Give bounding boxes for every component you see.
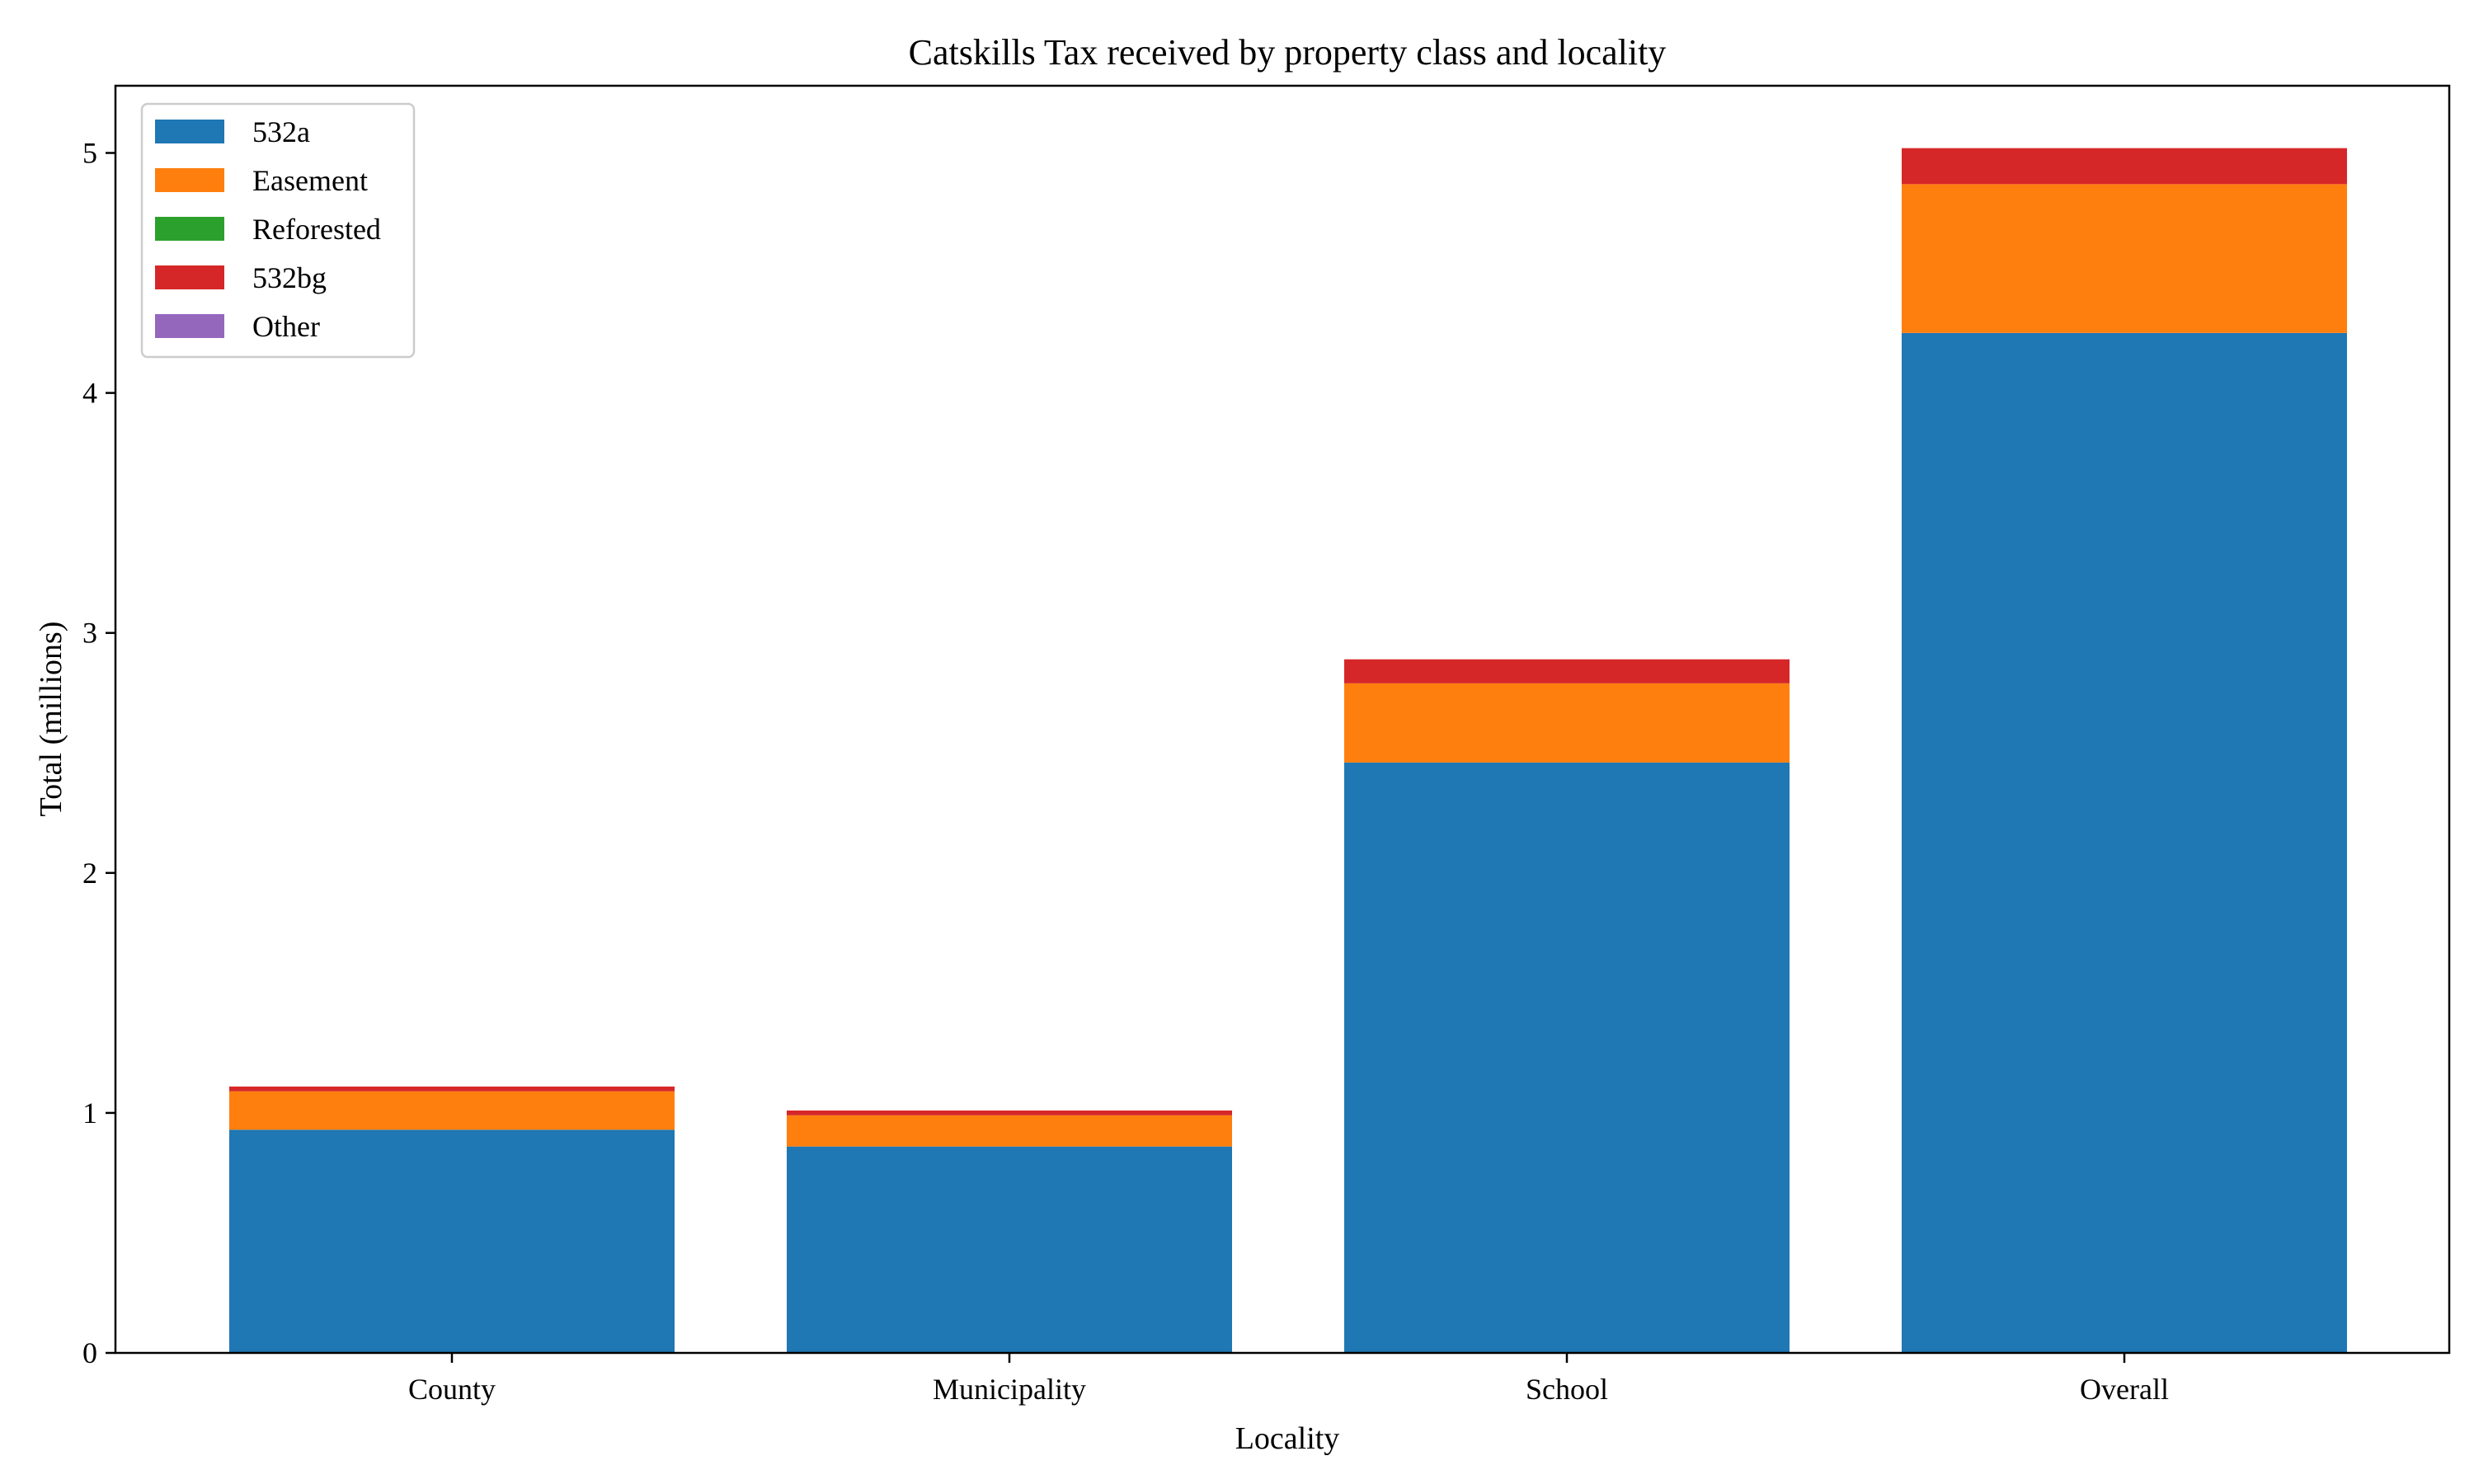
x-tick-label: County xyxy=(408,1373,496,1406)
x-tick-label: Municipality xyxy=(933,1373,1086,1406)
x-axis: County Municipality School Overall xyxy=(408,1353,2169,1406)
bar-easement-municipality xyxy=(787,1115,1232,1147)
legend-frame xyxy=(140,102,416,359)
y-tick-label: 3 xyxy=(82,617,97,650)
y-tick-label: 1 xyxy=(82,1097,97,1129)
bar-532a-county xyxy=(229,1129,675,1353)
bar-532a-overall xyxy=(1902,332,2347,1354)
legend-swatch xyxy=(155,120,224,143)
x-tick-label: Overall xyxy=(2080,1373,2169,1406)
y-tick-label: 4 xyxy=(82,377,97,410)
bar-532bg-municipality xyxy=(787,1110,1232,1115)
bar-easement-school xyxy=(1344,683,1790,763)
bar-easement-overall xyxy=(1902,184,2347,333)
x-axis-title: Locality xyxy=(1235,1421,1340,1456)
bar-532bg-county xyxy=(229,1086,675,1092)
legend-label: 532a xyxy=(252,115,310,148)
legend-swatch xyxy=(155,314,224,338)
x-tick-label: School xyxy=(1526,1373,1608,1406)
y-axis-title: Total (millions) xyxy=(34,622,68,817)
legend-swatch xyxy=(155,168,224,192)
y-axis: 0 1 2 3 4 5 xyxy=(82,137,115,1369)
legend-label: Easement xyxy=(252,164,368,197)
y-tick-label: 2 xyxy=(82,857,97,890)
plot-frame xyxy=(114,84,2451,1355)
y-tick-label: 0 xyxy=(82,1336,97,1369)
legend-label: 532bg xyxy=(252,261,327,294)
bar-532a-municipality xyxy=(787,1146,1232,1353)
legend-swatch xyxy=(155,265,224,289)
chart-title: Catskills Tax received by property class… xyxy=(909,32,1667,73)
bars-group xyxy=(229,148,2347,1354)
legend-swatch xyxy=(155,217,224,241)
bar-532bg-overall xyxy=(1902,148,2347,185)
y-tick-label: 5 xyxy=(82,137,97,170)
bar-532bg-school xyxy=(1344,659,1790,683)
legend-label: Reforested xyxy=(252,213,381,246)
legend-label: Other xyxy=(252,310,320,343)
bar-532a-school xyxy=(1344,762,1790,1353)
legend: 532a Easement Reforested 532bg Other xyxy=(140,102,416,359)
bar-easement-county xyxy=(229,1091,675,1130)
